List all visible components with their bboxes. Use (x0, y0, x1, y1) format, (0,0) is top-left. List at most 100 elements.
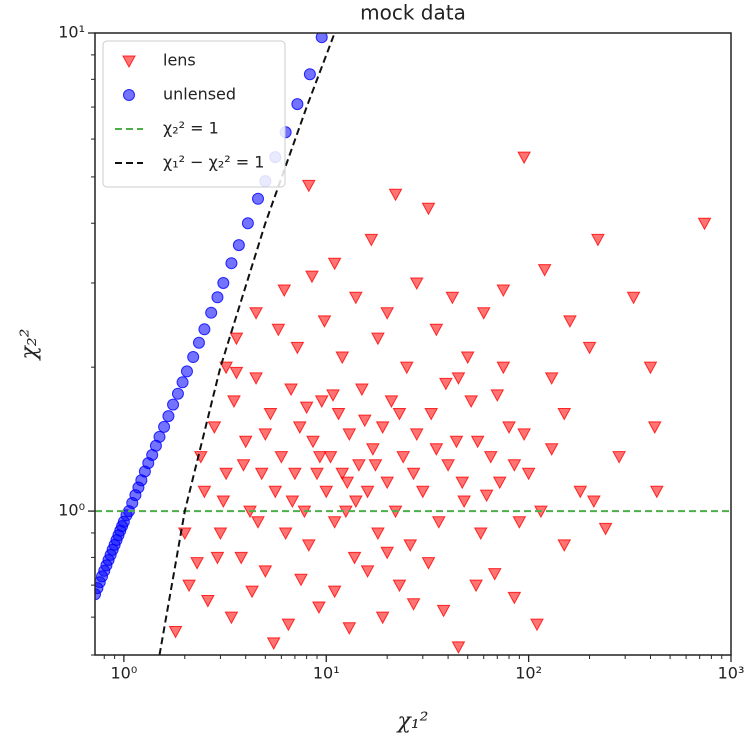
point (180, 365, 193, 378)
point (392, 407, 407, 421)
point (483, 451, 498, 464)
point (348, 291, 363, 305)
point (436, 604, 451, 618)
point (277, 284, 292, 298)
point (323, 451, 338, 464)
point (421, 557, 436, 570)
point (331, 407, 346, 421)
point (537, 264, 552, 277)
point (232, 239, 245, 252)
point (285, 495, 300, 508)
point (310, 467, 324, 481)
point (315, 33, 328, 44)
point (355, 383, 369, 397)
point (227, 395, 241, 408)
point (340, 476, 355, 490)
point (182, 579, 196, 593)
point (406, 467, 421, 481)
point (263, 407, 278, 421)
point (441, 459, 455, 472)
point (429, 443, 444, 456)
point (249, 372, 263, 385)
point (153, 430, 166, 443)
point (460, 351, 475, 365)
legend-label: unlensed (163, 85, 236, 104)
point (294, 573, 308, 587)
point (251, 192, 264, 205)
point (380, 307, 395, 320)
point (342, 622, 357, 635)
point (162, 410, 175, 423)
point (647, 421, 662, 434)
point (457, 495, 471, 508)
point (360, 565, 375, 578)
point (396, 451, 411, 464)
point (238, 435, 253, 449)
point (455, 476, 470, 490)
point (219, 361, 233, 375)
point (335, 351, 350, 365)
point (284, 383, 298, 397)
point (403, 539, 418, 552)
point (409, 277, 424, 291)
x-tick-label: 10⁰ (110, 664, 137, 683)
point (234, 551, 249, 565)
point (245, 585, 259, 599)
point (201, 595, 215, 608)
point (476, 307, 491, 320)
point (327, 585, 342, 599)
point (271, 323, 286, 337)
point (292, 421, 307, 434)
point (335, 467, 350, 481)
point (193, 451, 208, 464)
point (449, 435, 464, 449)
legend-label: lens (163, 51, 196, 70)
point (357, 414, 372, 428)
point (431, 516, 446, 529)
point (496, 361, 511, 375)
point (306, 435, 320, 449)
point (327, 516, 342, 529)
point (327, 257, 342, 271)
point (445, 291, 460, 305)
point (626, 291, 641, 305)
point (388, 188, 403, 202)
point (399, 361, 414, 375)
point (171, 387, 184, 400)
plot-area (95, 33, 731, 655)
point (236, 459, 251, 472)
y-tick-label: 10⁰ (58, 501, 85, 520)
point (451, 372, 466, 385)
legend-label: χ₁² − χ₂² = 1 (163, 153, 264, 172)
point (217, 276, 230, 289)
point (517, 151, 531, 165)
point (591, 233, 605, 247)
point (301, 539, 316, 552)
point (409, 428, 424, 441)
point (582, 341, 597, 355)
point (313, 451, 327, 464)
legend: lens unlensed χ₂² = 1 χ₁² − χ₂² = 1 (102, 40, 286, 188)
legend-box (102, 40, 286, 188)
point (507, 459, 522, 472)
point (429, 323, 444, 337)
point (229, 332, 244, 346)
point (210, 551, 225, 565)
point (187, 351, 200, 364)
point (319, 485, 334, 499)
point (254, 467, 269, 481)
point (274, 451, 289, 464)
y-axis-label: χ₂² (17, 329, 42, 362)
point (380, 546, 395, 560)
point (586, 495, 601, 508)
point (470, 435, 485, 449)
point (326, 389, 340, 402)
point (424, 407, 439, 421)
point (342, 428, 357, 441)
x-tick-label: 10¹ (313, 664, 340, 683)
legend-swatch (123, 89, 135, 101)
point (290, 341, 305, 355)
point (278, 527, 293, 541)
point (251, 516, 265, 529)
